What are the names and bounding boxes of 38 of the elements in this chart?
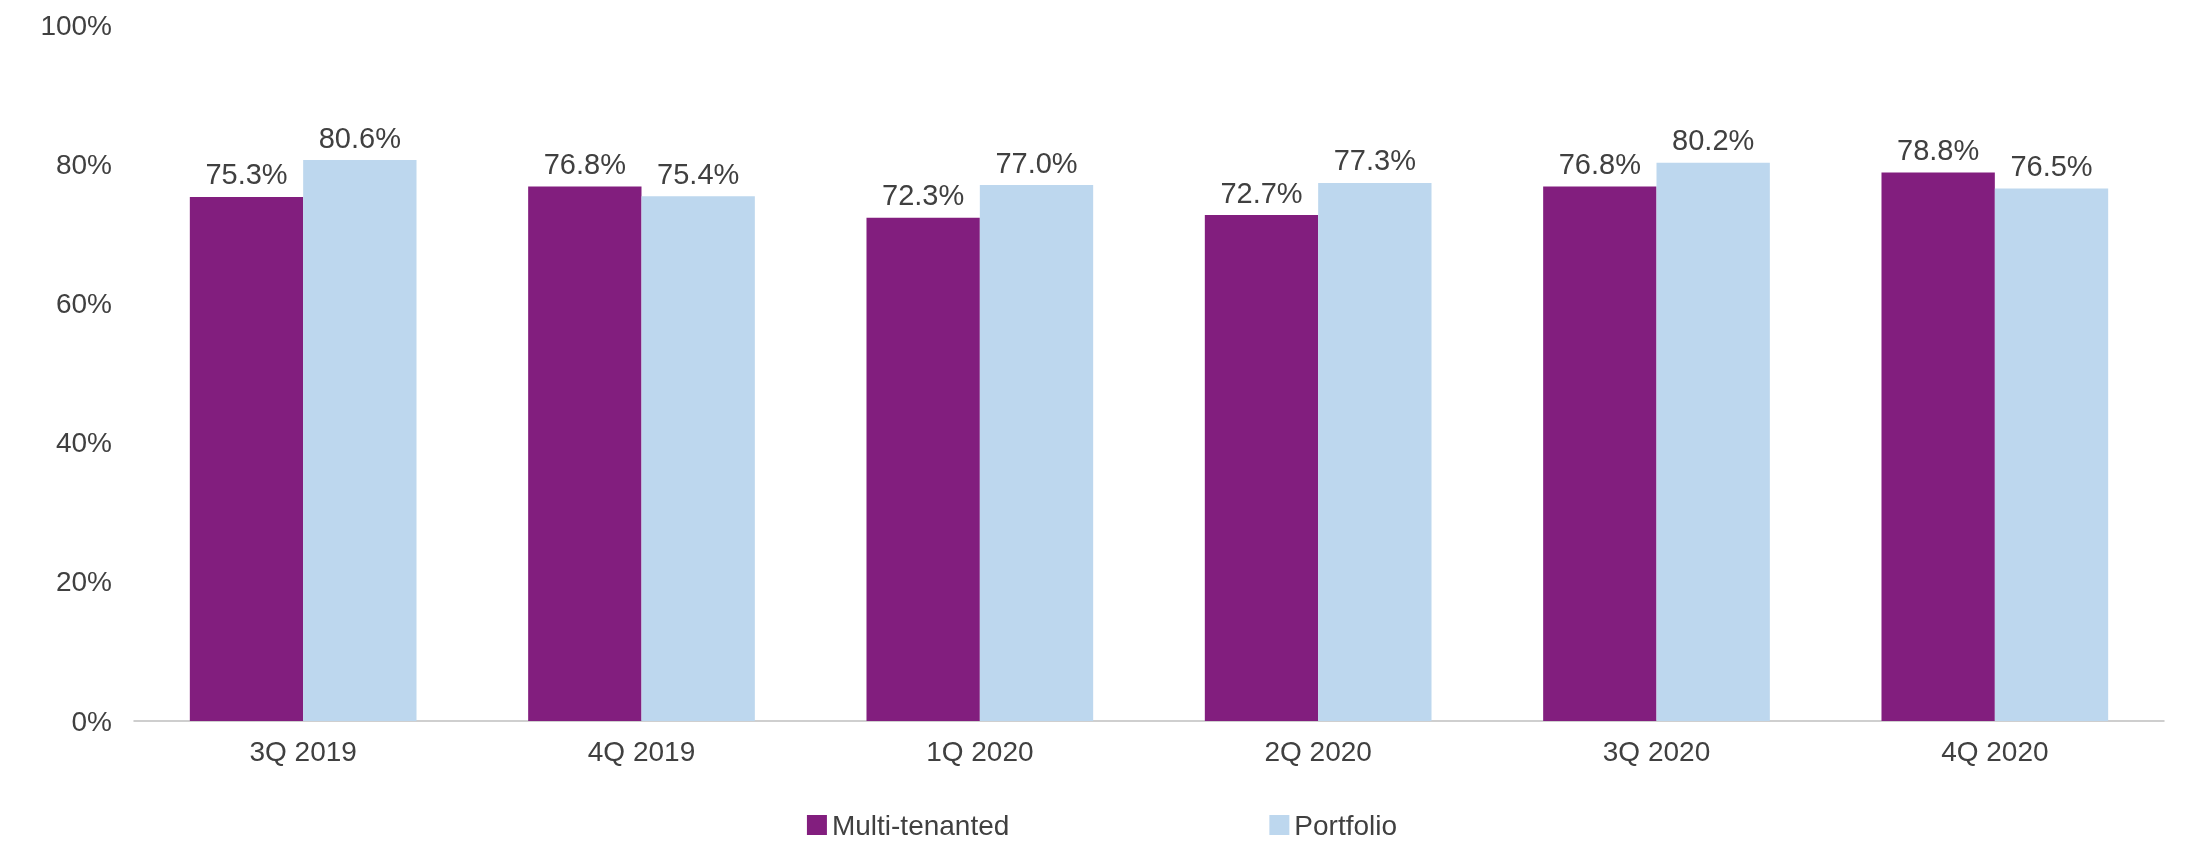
y-tick-label: 80% [55, 148, 112, 180]
y-tick-label: 60% [55, 287, 112, 319]
bar [866, 217, 980, 721]
x-tick-label: 4Q 2020 [1941, 735, 2049, 767]
data-label: 80.2% [1672, 124, 1755, 157]
data-label: 76.5% [2010, 150, 2093, 183]
data-label: 75.3% [205, 158, 288, 191]
bar [189, 196, 304, 721]
x-tick-label: 4Q 2019 [587, 735, 696, 767]
data-label: 72.7% [1220, 176, 1303, 209]
y-tick-label: 100% [40, 9, 112, 41]
bar [1656, 162, 1770, 721]
data-label: 76.8% [543, 147, 626, 180]
y-tick-label: 0% [71, 705, 112, 737]
bar [641, 196, 755, 721]
bar [1881, 172, 1995, 721]
bar [303, 160, 417, 721]
bar [528, 186, 642, 721]
data-label: 75.4% [657, 157, 740, 190]
y-tick-label: 20% [55, 566, 112, 598]
data-label: 77.3% [1333, 144, 1416, 177]
data-label: 77.0% [995, 146, 1078, 179]
data-label: 76.8% [1558, 147, 1641, 180]
data-label: 72.3% [882, 179, 965, 212]
x-tick-label: 3Q 2020 [1602, 735, 1711, 767]
bar [1994, 188, 2109, 721]
bar [1204, 215, 1319, 721]
y-tick-label: 40% [55, 427, 112, 459]
x-tick-label: 2Q 2020 [1264, 735, 1372, 767]
x-tick-label: 1Q 2020 [926, 735, 1034, 767]
bar [1543, 186, 1657, 721]
data-label: 80.6% [318, 121, 401, 154]
x-tick-label: 3Q 2019 [249, 735, 357, 767]
legend-label: Multi-tenanted [831, 809, 1010, 841]
data-label: 78.8% [1897, 134, 1980, 167]
bar [1318, 182, 1432, 721]
legend-label: Portfolio [1294, 809, 1398, 841]
bar [979, 185, 1094, 721]
